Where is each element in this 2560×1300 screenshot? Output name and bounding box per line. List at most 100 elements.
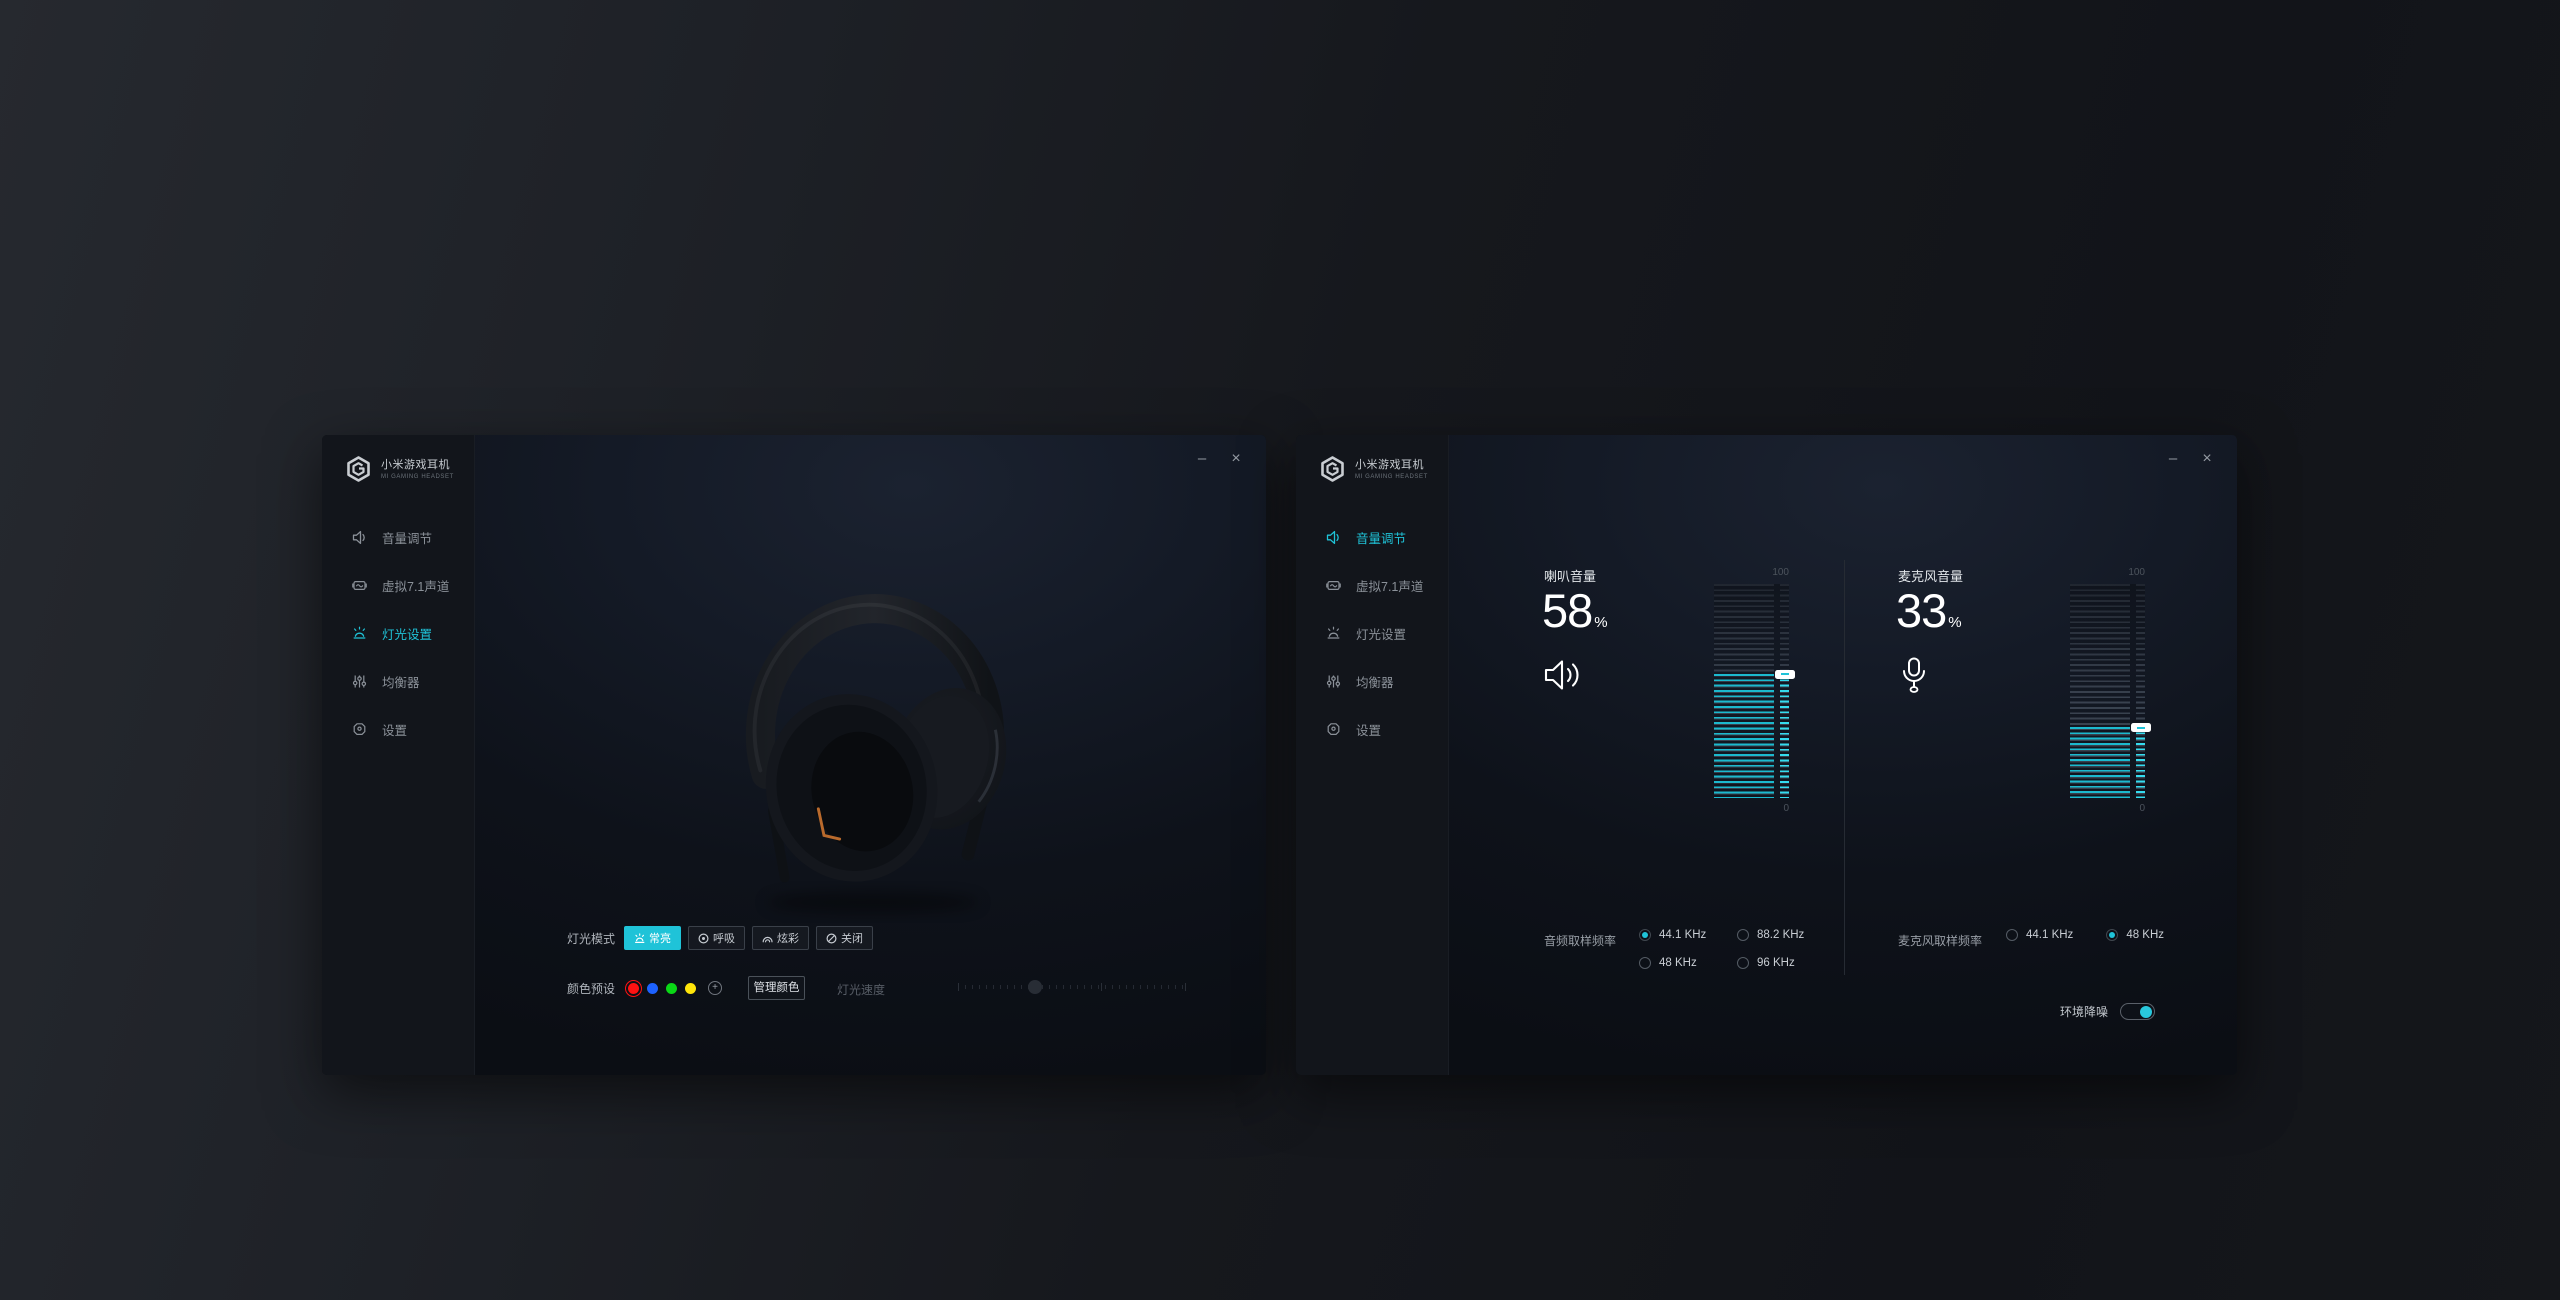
sidebar-item-label: 灯光设置 [1356,627,1407,642]
sidebar-item-volume[interactable]: 音量调节 [1296,513,1448,561]
surround-icon [352,580,367,590]
slider-tick-start [958,983,959,991]
lighting-mode-row: 灯光模式 常亮 呼吸 炫彩 关闭 [567,926,873,950]
radio-circle [1639,928,1651,941]
radio-label: 44.1 KHz [2026,928,2074,941]
speaker-icon [1326,530,1339,544]
color-swatch-red[interactable] [625,979,642,997]
settings-icon [1327,722,1340,735]
radio-88-2khz[interactable]: 88.2 KHz [1737,926,1804,943]
color-preset-row: 颜色预设 + 管理颜色 [567,975,805,1001]
sidebar-item-label: 虚拟7.1声道 [382,579,450,594]
speaker-volume-number: 58 [1542,584,1593,637]
sidebar: 小米游戏耳机 MI GAMING HEADSET 音量调节 虚拟7.1声道 灯光… [322,435,475,1075]
minimize-button[interactable]: – [1197,450,1207,467]
meter-min-label: 0 [2139,803,2145,814]
radio-circle [1639,956,1651,969]
equalizer-icon [352,674,367,688]
radio-label: 48 KHz [2126,928,2165,941]
light-speed-slider[interactable] [958,980,1186,994]
speaker-icon [352,530,365,544]
sidebar-item-label: 音量调节 [382,531,433,546]
slider-knob[interactable] [1028,980,1043,994]
color-preset-label: 颜色预设 [567,981,616,996]
radio-mic-44-1khz[interactable]: 44.1 KHz [2006,926,2073,943]
mic-sample-rate-label: 麦克风取样频率 [1898,934,1983,948]
mode-steady-button[interactable]: 常亮 [624,926,681,950]
radio-96khz[interactable]: 96 KHz [1737,954,1804,971]
sidebar-item-volume[interactable]: 音量调节 [322,513,474,561]
slider-tick-mid [1101,983,1102,991]
minimize-button[interactable]: – [2168,450,2178,467]
app-title: 小米游戏耳机 [381,458,450,471]
speaker-volume-meter[interactable]: 100 0 [1714,567,1795,814]
sidebar-item-label: 音量调节 [1356,531,1407,546]
sidebar-item-label: 设置 [382,723,408,738]
off-icon [826,932,837,944]
sidebar-item-lighting[interactable]: 灯光设置 [1296,609,1448,657]
radio-circle [1737,956,1749,969]
mode-off-button[interactable]: 关闭 [816,926,873,950]
radio-mic-48khz[interactable]: 48 KHz [2106,926,2164,943]
radio-44-1khz[interactable]: 44.1 KHz [1639,926,1737,943]
mic-sample-rate-options: 44.1 KHz 48 KHz [2006,926,2164,943]
radio-label: 44.1 KHz [1659,928,1707,941]
sidebar-item-virtual71[interactable]: 虚拟7.1声道 [322,561,474,609]
meter-max-label: 100 [2128,567,2145,578]
rainbow-icon [762,936,773,942]
speaker-meter-handle[interactable] [1775,669,1795,679]
app-logo: 小米游戏耳机 MI GAMING HEADSET [345,456,454,482]
mode-label: 炫彩 [777,933,799,945]
slider-track [958,985,1185,989]
color-swatch-blue[interactable] [647,982,658,994]
toggle-knob [2140,1005,2153,1018]
settings-icon [353,722,366,735]
speaker-volume-unit: % [1594,614,1608,631]
mic-meter-fill [2070,723,2151,798]
mic-volume-title: 麦克风音量 [1898,569,1964,584]
mic-volume-value: 33% [1896,585,1962,649]
mic-meter-handle[interactable] [2131,723,2151,733]
add-color-button[interactable]: + [708,981,722,995]
sidebar-item-equalizer[interactable]: 均衡器 [322,657,474,705]
sidebar-item-label: 灯光设置 [382,627,433,642]
sidebar-menu: 音量调节 虚拟7.1声道 灯光设置 均衡器 设置 [322,513,474,753]
sidebar: 小米游戏耳机 MI GAMING HEADSET 音量调节 虚拟7.1声道 灯光… [1296,435,1449,1075]
mode-breathing-button[interactable]: 呼吸 [688,926,745,950]
app-logo: 小米游戏耳机 MI GAMING HEADSET [1319,456,1428,482]
breathing-icon [698,932,709,944]
mic-volume-number: 33 [1896,584,1947,637]
mic-volume-unit: % [1948,614,1962,631]
audio-sample-rate-label: 音频取样频率 [1544,934,1617,948]
radio-circle [2006,928,2018,941]
close-button[interactable]: × [1231,450,1241,467]
volume-content: – × 喇叭音量 58% 100 0 音频取样频率 [1449,435,2237,1075]
radio-circle [1737,928,1749,941]
radio-48khz[interactable]: 48 KHz [1639,954,1737,971]
sidebar-menu: 音量调节 虚拟7.1声道 灯光设置 均衡器 设置 [1296,513,1448,753]
sidebar-item-settings[interactable]: 设置 [1296,705,1448,753]
mode-label: 常亮 [649,933,671,945]
equalizer-icon [1326,674,1341,688]
app-subtitle: MI GAMING HEADSET [381,473,454,480]
sidebar-item-label: 均衡器 [382,675,420,690]
mi-gaming-logo-icon [1321,456,1344,482]
close-button[interactable]: × [2202,450,2212,467]
mode-label: 呼吸 [713,933,735,945]
noise-reduction-row: 环境降噪 [2060,1003,2156,1020]
surround-icon [1326,580,1341,590]
sidebar-item-label: 虚拟7.1声道 [1356,579,1424,594]
sidebar-item-equalizer[interactable]: 均衡器 [1296,657,1448,705]
mode-rainbow-button[interactable]: 炫彩 [752,926,809,950]
sidebar-item-virtual71[interactable]: 虚拟7.1声道 [1296,561,1448,609]
noise-reduction-toggle[interactable] [2120,1003,2156,1020]
sidebar-item-settings[interactable]: 设置 [322,705,474,753]
radio-label: 48 KHz [1659,956,1697,969]
lighting-settings-window: 小米游戏耳机 MI GAMING HEADSET 音量调节 虚拟7.1声道 灯光… [322,435,1266,1075]
app-subtitle: MI GAMING HEADSET [1355,473,1428,480]
mic-volume-meter[interactable]: 100 0 [2070,567,2151,814]
color-swatch-green[interactable] [666,982,677,994]
color-swatch-yellow[interactable] [685,982,696,994]
sidebar-item-lighting[interactable]: 灯光设置 [322,609,474,657]
manage-colors-button[interactable]: 管理颜色 [748,976,805,1000]
